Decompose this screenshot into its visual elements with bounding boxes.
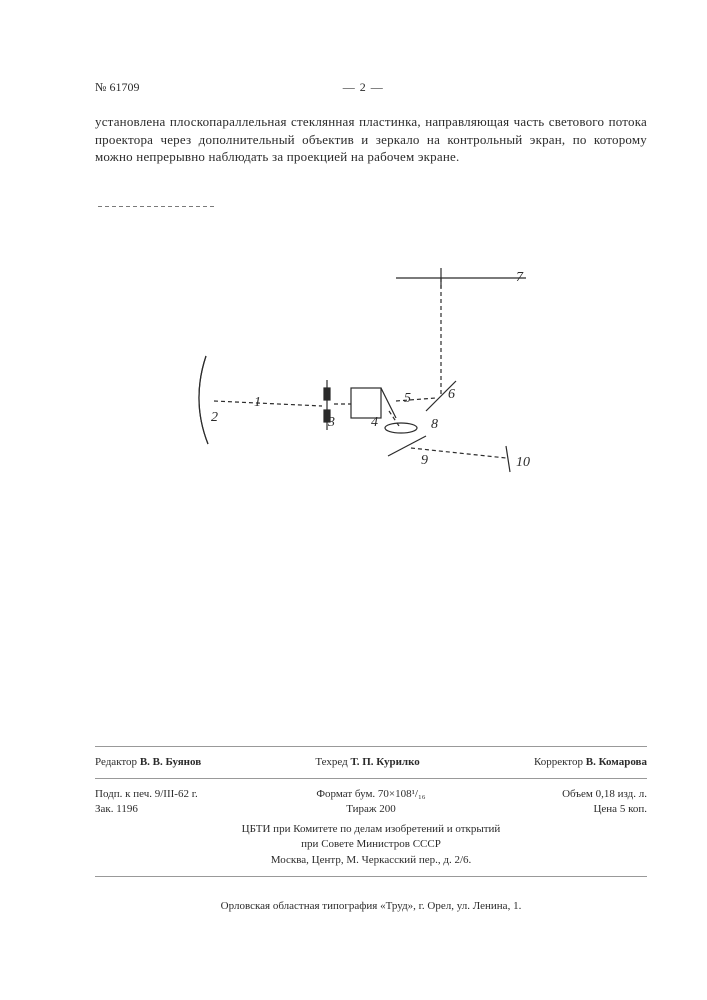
footer-rule-3	[95, 876, 647, 877]
footer-rule-1	[95, 746, 647, 747]
editor-label: Редактор	[95, 756, 137, 768]
element-8-lens	[385, 423, 417, 433]
tech-editor-label: Техред	[315, 756, 347, 768]
ray-1	[214, 401, 322, 406]
diagram-label-6: 6	[448, 387, 455, 402]
org-block: ЦБТИ при Комитете по делам изобретений и…	[95, 822, 647, 868]
org-line-1: ЦБТИ при Комитете по делам изобретений и…	[95, 822, 647, 837]
diagram-svg: 1 2 3 4 5 6 7 8 9 10	[95, 206, 647, 526]
footer-rule-2	[95, 778, 647, 779]
diagram-label-3: 3	[327, 415, 335, 430]
optical-diagram: 1 2 3 4 5 6 7 8 9 10	[95, 206, 647, 526]
pubinfo-row-2: Зак. 1196 Тираж 200 Цена 5 коп.	[95, 802, 647, 817]
page-header: № 61709 — 2 —	[95, 80, 647, 95]
diagram-label-5: 5	[404, 391, 411, 406]
tech-editor: Техред Т. П. Курилко	[315, 755, 419, 770]
volume: Объем 0,18 изд. л.	[465, 787, 647, 802]
price: Цена 5 коп.	[465, 802, 647, 817]
editor: Редактор В. В. Буянов	[95, 755, 201, 770]
element-5-plate	[381, 388, 396, 418]
doc-number: № 61709	[95, 80, 139, 95]
diagram-label-1: 1	[254, 395, 261, 410]
diagram-label-8: 8	[431, 417, 438, 432]
body-paragraph: установлена плоскопараллельная стеклянна…	[95, 113, 647, 166]
diagram-label-4: 4	[371, 415, 378, 430]
header-spacer	[587, 80, 647, 95]
printer-line: Орловская областная типография «Труд», г…	[95, 899, 647, 914]
tech-editor-name: Т. П. Курилко	[350, 756, 419, 768]
paper-format: Формат бум. 70×108¹/₁₆	[280, 787, 462, 802]
org-line-2: при Совете Министров СССР	[95, 837, 647, 852]
element-2-arc	[199, 356, 208, 444]
element-4-box	[351, 388, 381, 418]
diagram-label-7: 7	[516, 270, 524, 285]
footer: Редактор В. В. Буянов Техред Т. П. Курил…	[95, 746, 647, 915]
element-10-screen	[506, 446, 510, 472]
editor-name: В. В. Буянов	[140, 756, 201, 768]
signed-date: Подп. к печ. 9/III-62 г.	[95, 787, 277, 802]
diagram-label-10: 10	[516, 455, 530, 470]
pubinfo-row-1: Подп. к печ. 9/III-62 г. Формат бум. 70×…	[95, 787, 647, 802]
ray-5-6	[396, 398, 436, 401]
diagram-label-9: 9	[421, 453, 428, 468]
diagram-label-2: 2	[211, 410, 218, 425]
credits-row: Редактор В. В. Буянов Техред Т. П. Курил…	[95, 755, 647, 770]
page: № 61709 — 2 — установлена плоскопараллел…	[0, 0, 707, 1000]
corrector-label: Корректор	[534, 756, 583, 768]
corrector-name: В. Комарова	[586, 756, 647, 768]
org-line-3: Москва, Центр, М. Черкасский пер., д. 2/…	[95, 853, 647, 868]
page-number: — 2 —	[343, 80, 384, 95]
tirage: Тираж 200	[280, 802, 462, 817]
corrector: Корректор В. Комарова	[534, 755, 647, 770]
order-number: Зак. 1196	[95, 802, 277, 817]
